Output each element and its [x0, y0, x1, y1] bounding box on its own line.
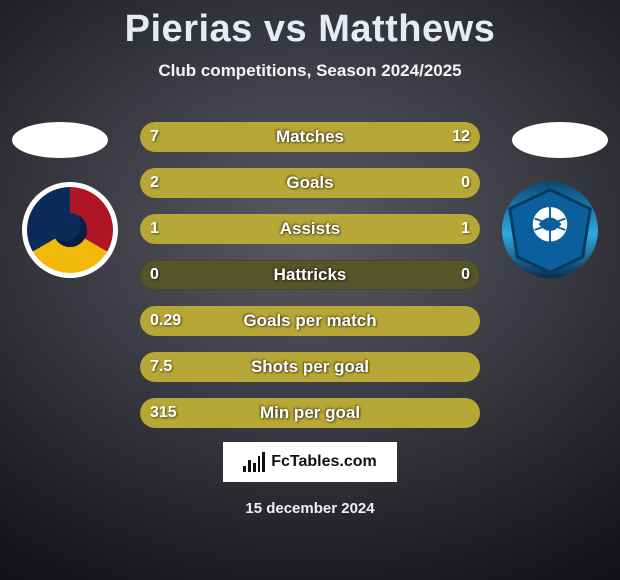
stat-fill-left — [140, 398, 480, 428]
stat-label: Hattricks — [140, 260, 480, 290]
stat-value-left: 7 — [140, 122, 169, 152]
stat-row: 0 0Hattricks — [140, 260, 480, 290]
stat-value-right: 12 — [442, 122, 480, 152]
stat-value-left: 2 — [140, 168, 169, 198]
subtitle: Club competitions, Season 2024/2025 — [0, 61, 620, 81]
chart-icon — [243, 452, 265, 472]
stat-row: 315Min per goal — [140, 398, 480, 428]
stat-value-right: 1 — [451, 214, 480, 244]
comparison-card: Pierias vs Matthews Club competitions, S… — [0, 0, 620, 580]
stat-value-left: 315 — [140, 398, 187, 428]
stat-row: 11Assists — [140, 214, 480, 244]
player-photo-right — [512, 122, 608, 158]
page-title: Pierias vs Matthews — [0, 0, 620, 51]
branding-text: FcTables.com — [271, 453, 377, 471]
stat-row: 7.5Shots per goal — [140, 352, 480, 382]
stat-row: 20Goals — [140, 168, 480, 198]
club-badge-left — [22, 182, 118, 278]
stat-fill-left — [140, 352, 480, 382]
branding-badge[interactable]: FcTables.com — [223, 442, 397, 482]
stat-value-left: 7.5 — [140, 352, 182, 382]
stat-value-right: 0 — [451, 260, 480, 290]
stat-value-left: 0.29 — [140, 306, 191, 336]
player-photo-left — [12, 122, 108, 158]
stat-value-right: 0 — [451, 168, 480, 198]
stat-row: 712Matches — [140, 122, 480, 152]
footer-date: 15 december 2024 — [0, 500, 620, 517]
stat-value-left: 0 — [140, 260, 169, 290]
club-badge-right — [502, 182, 598, 278]
stat-fill-left — [140, 168, 480, 198]
stat-bars: 712Matches20Goals11Assists00Hattricks0.2… — [140, 122, 480, 444]
stat-row: 0.29Goals per match — [140, 306, 480, 336]
stat-value-left: 1 — [140, 214, 169, 244]
